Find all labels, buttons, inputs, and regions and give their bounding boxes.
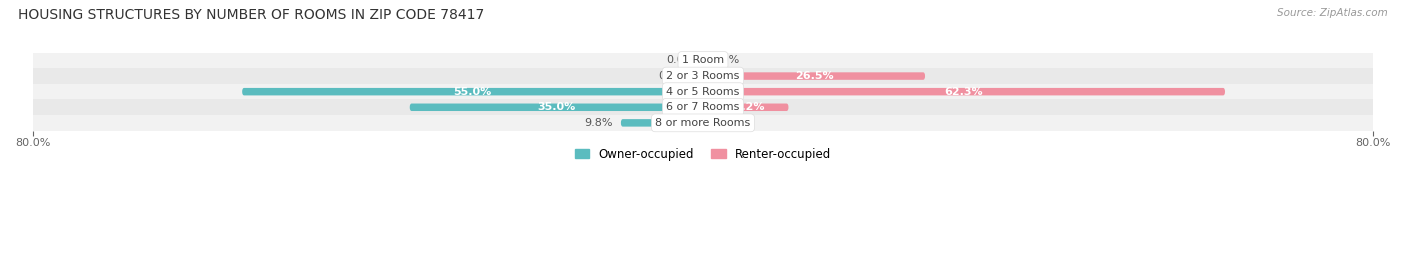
Text: 4 or 5 Rooms: 4 or 5 Rooms: [666, 87, 740, 97]
FancyBboxPatch shape: [703, 88, 1225, 95]
Bar: [32, 84, 1374, 100]
Bar: [32, 68, 1374, 84]
Text: 0.0%: 0.0%: [666, 55, 695, 65]
Text: 2 or 3 Rooms: 2 or 3 Rooms: [666, 71, 740, 81]
Text: HOUSING STRUCTURES BY NUMBER OF ROOMS IN ZIP CODE 78417: HOUSING STRUCTURES BY NUMBER OF ROOMS IN…: [18, 8, 485, 22]
FancyBboxPatch shape: [621, 119, 703, 127]
Text: 1 Room: 1 Room: [682, 55, 724, 65]
Text: Source: ZipAtlas.com: Source: ZipAtlas.com: [1277, 8, 1388, 18]
Bar: [32, 53, 1374, 68]
Text: 6 or 7 Rooms: 6 or 7 Rooms: [666, 102, 740, 112]
Text: 62.3%: 62.3%: [945, 87, 983, 97]
FancyBboxPatch shape: [409, 104, 703, 111]
Text: 8 or more Rooms: 8 or more Rooms: [655, 118, 751, 128]
FancyBboxPatch shape: [242, 88, 703, 95]
Text: 9.8%: 9.8%: [583, 118, 613, 128]
Text: 1.1%: 1.1%: [721, 118, 749, 128]
Bar: [32, 115, 1374, 131]
Legend: Owner-occupied, Renter-occupied: Owner-occupied, Renter-occupied: [569, 143, 837, 165]
FancyBboxPatch shape: [703, 104, 789, 111]
Text: 55.0%: 55.0%: [454, 87, 492, 97]
Text: 0.0%: 0.0%: [711, 55, 740, 65]
Text: 10.2%: 10.2%: [727, 102, 765, 112]
Text: 35.0%: 35.0%: [537, 102, 575, 112]
Bar: [32, 100, 1374, 115]
FancyBboxPatch shape: [702, 72, 704, 80]
FancyBboxPatch shape: [703, 72, 925, 80]
Text: 0.11%: 0.11%: [658, 71, 693, 81]
FancyBboxPatch shape: [703, 119, 713, 127]
Text: 26.5%: 26.5%: [794, 71, 834, 81]
